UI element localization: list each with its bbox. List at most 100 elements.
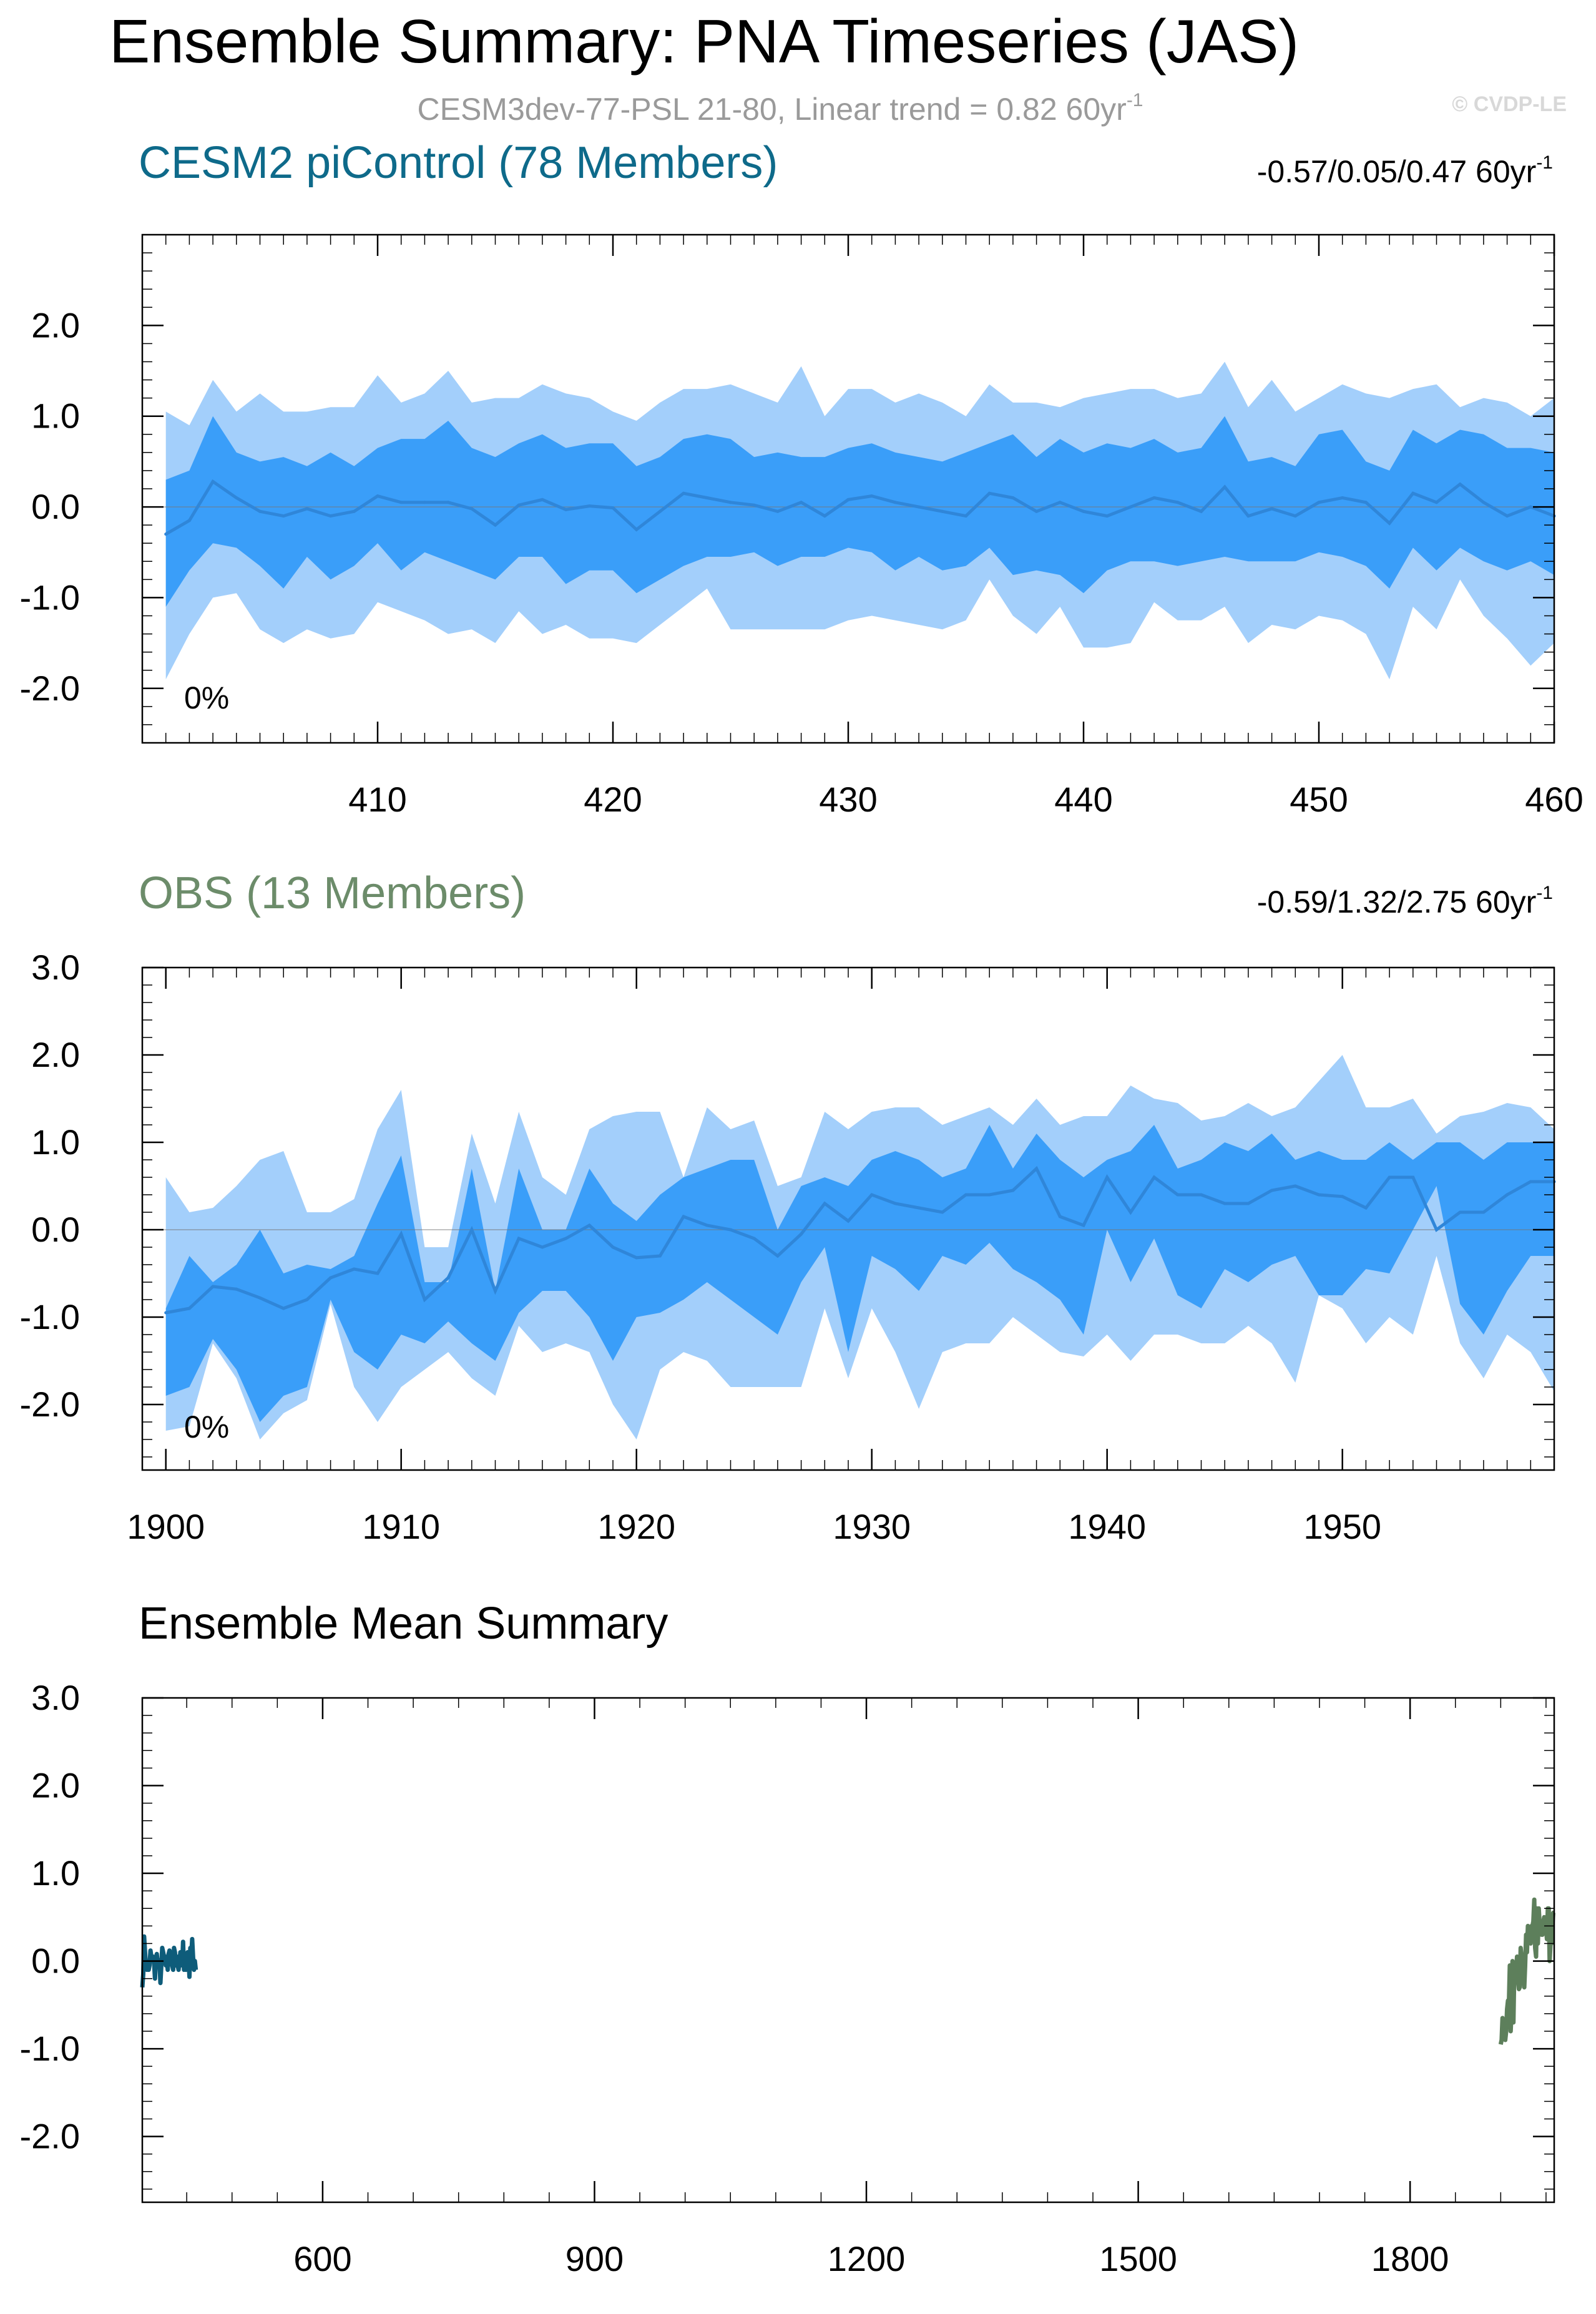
mean-point: [752, 503, 756, 507]
mean-point: [611, 506, 615, 509]
mean-point: [564, 1237, 568, 1240]
mean-point: [376, 1272, 379, 1275]
mean-point: [305, 1298, 309, 1302]
mean-point: [1341, 1195, 1344, 1199]
panel-title-cesm2: CESM2 piControl (78 Members): [139, 138, 778, 188]
mean-point: [494, 1289, 497, 1293]
mean-point: [846, 498, 850, 501]
mean-point: [1458, 483, 1462, 486]
mean-point: [282, 514, 285, 518]
mean-point: [1482, 1210, 1486, 1214]
y-tick-label: 1.0: [31, 396, 80, 436]
mean-point: [1505, 1193, 1509, 1197]
figure-subtitle: CESM3dev-77-PSL 21-80, Linear trend = 0.…: [418, 90, 1143, 127]
mean-point: [846, 1219, 850, 1223]
mean-point: [423, 1298, 426, 1302]
mean-point: [352, 1267, 356, 1271]
x-tick-label: 1930: [833, 1507, 911, 1546]
mean-point: [470, 507, 474, 511]
x-tick-label: 900: [565, 2239, 624, 2278]
panel-obs: 3.0 2.0 1.0 0.0 -1.0 -2.0 1900 1910 1920 1930 1940…: [20, 948, 1556, 1546]
mean-point: [941, 1210, 944, 1214]
trend-label-obs: -0.59/1.32/2.75 60yr-1: [1257, 883, 1553, 919]
x-tick-label: 1920: [597, 1507, 675, 1546]
figure-title: Ensemble Summary: PNA Timeseries (JAS): [109, 7, 1299, 76]
mean-point: [494, 523, 497, 527]
mean-point: [964, 514, 967, 518]
ensemble-mean-line: [165, 1165, 1554, 1315]
x-tick-label: 450: [1290, 780, 1348, 819]
ensemble-mean-line: [165, 479, 1555, 536]
mean-point: [776, 509, 780, 513]
y-tick-label: 2.0: [31, 1035, 80, 1074]
mean-point: [1152, 1175, 1156, 1179]
percent-label-obs: 0%: [184, 1409, 229, 1444]
mean-point: [1529, 505, 1532, 509]
mean-point: [1176, 501, 1180, 504]
mean-series-line-1: [1498, 1897, 1555, 2045]
mean-point: [258, 1296, 262, 1300]
mean-point: [517, 1237, 521, 1240]
mean-point: [352, 509, 356, 513]
mean-point: [987, 491, 991, 495]
mean-point: [635, 527, 639, 531]
mean-point: [870, 494, 874, 498]
mean-point: [1505, 514, 1509, 518]
panel-title-ensemble-mean: Ensemble Mean Summary: [139, 1599, 668, 1649]
mean-point: [941, 509, 944, 513]
mean-series-line-0: [140, 1934, 198, 1988]
mean-point: [329, 1276, 333, 1280]
x-tick-label: 1940: [1068, 1507, 1146, 1546]
mean-point: [1482, 501, 1486, 504]
mean-point: [1105, 1175, 1109, 1179]
mean-point: [541, 498, 544, 501]
y-tick-label: -1.0: [20, 2029, 81, 2068]
y-tick-label: 0.0: [31, 1941, 80, 1981]
mean-point: [917, 1206, 921, 1210]
mean-point: [1364, 1206, 1368, 1210]
plot-frame: [141, 1697, 1555, 2204]
mean-point: [211, 479, 215, 483]
mean-point: [776, 1254, 780, 1258]
mean-point: [1058, 501, 1062, 504]
mean-point: [1411, 1175, 1415, 1179]
y-tick-label: 1.0: [31, 1853, 80, 1893]
mean-point: [399, 501, 403, 504]
mean-point: [917, 505, 921, 509]
mean-point: [800, 501, 803, 504]
mean-point: [1176, 1193, 1180, 1197]
mean-point: [1128, 505, 1132, 509]
mean-point: [541, 1245, 544, 1249]
mean-point: [1105, 514, 1109, 518]
mean-point: [1128, 1210, 1132, 1214]
mean-point: [1035, 1167, 1039, 1170]
x-tick-label: 410: [348, 780, 406, 819]
mean-point: [823, 514, 826, 518]
mean-point: [258, 509, 262, 513]
x-tick-label: 430: [819, 780, 877, 819]
mean-point: [1011, 1189, 1015, 1192]
mean-point: [611, 1245, 615, 1249]
mean-point: [1152, 496, 1156, 499]
mean-point: [399, 1232, 403, 1236]
mean-point: [729, 1228, 732, 1232]
mean-point: [1529, 1180, 1532, 1184]
y-tick-label: -1.0: [20, 1297, 81, 1336]
mean-point: [446, 1276, 450, 1280]
y-tick-label: -2.0: [20, 669, 81, 708]
mean-point: [1223, 485, 1226, 489]
mean-point: [635, 1256, 639, 1260]
mean-point: [587, 1223, 591, 1227]
mean-point: [682, 491, 685, 495]
x-tick-label: 1200: [828, 2239, 906, 2278]
mean-point: [870, 1193, 874, 1197]
x-tick-label: 1800: [1371, 2239, 1449, 2278]
mean-point: [164, 532, 168, 536]
mean-point: [893, 501, 897, 504]
mean-point: [235, 1287, 238, 1291]
y-tick-label: -1.0: [20, 577, 81, 617]
y-tick-label: 0.0: [31, 1210, 80, 1249]
mean-point: [1011, 496, 1015, 499]
p10-p90-band: [165, 416, 1555, 607]
mean-point: [564, 507, 568, 511]
